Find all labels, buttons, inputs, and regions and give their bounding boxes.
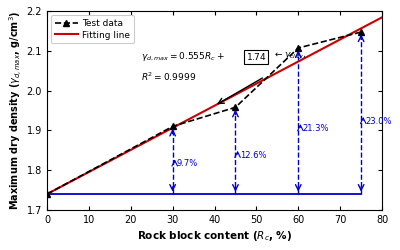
Text: 23.0%: 23.0% xyxy=(365,117,392,126)
Text: 12.6%: 12.6% xyxy=(240,150,266,160)
Text: $\leftarrow\gamma_{clay},$: $\leftarrow\gamma_{clay},$ xyxy=(273,51,306,62)
X-axis label: Rock block content ($R_c$, %): Rock block content ($R_c$, %) xyxy=(137,229,292,243)
Y-axis label: Maximum dry density ($\gamma_{d,max}$, g/cm$^3$): Maximum dry density ($\gamma_{d,max}$, g… xyxy=(7,11,24,210)
Text: $R^2=0.9999$: $R^2=0.9999$ xyxy=(141,70,196,83)
Text: $1.74$: $1.74$ xyxy=(246,51,267,62)
Text: $\gamma_{d,max}=0.555R_c+$: $\gamma_{d,max}=0.555R_c+$ xyxy=(141,50,224,63)
Text: 21.3%: 21.3% xyxy=(302,124,329,133)
Legend: Test data, Fitting line: Test data, Fitting line xyxy=(52,16,134,44)
Text: 9.7%: 9.7% xyxy=(177,159,198,168)
